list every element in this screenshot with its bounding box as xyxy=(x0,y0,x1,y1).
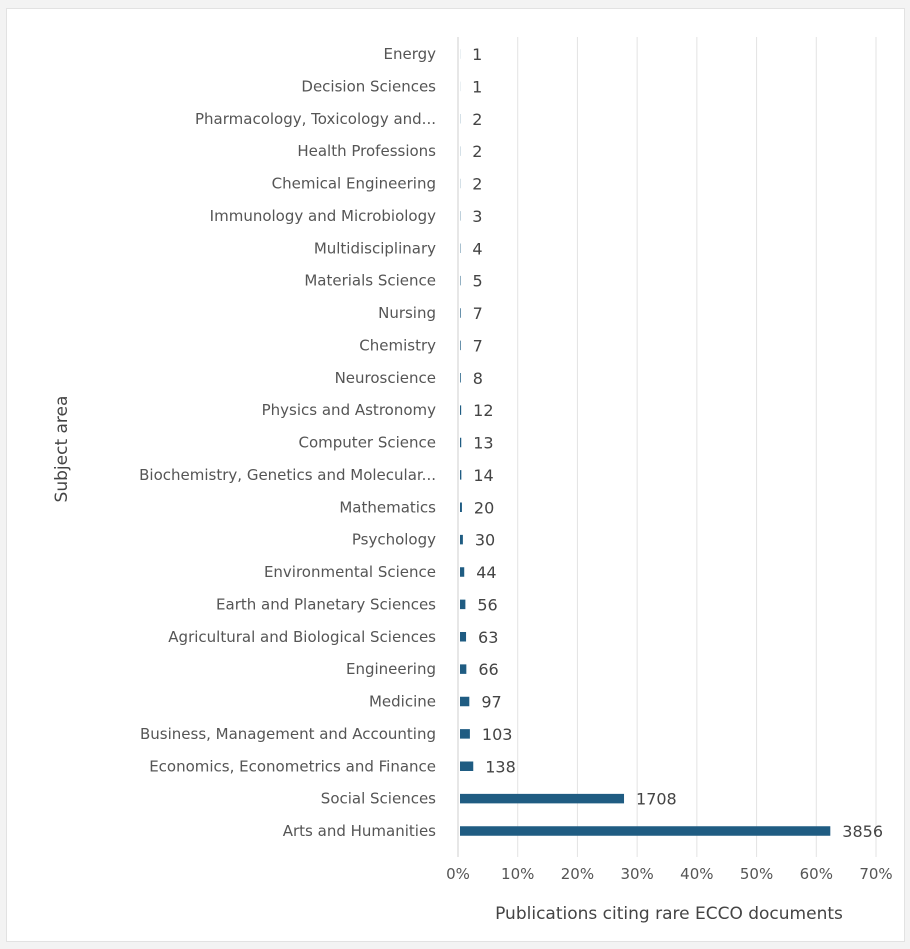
category-label: Arts and Humanities xyxy=(283,822,436,840)
category-label: Neuroscience xyxy=(335,369,436,387)
category-label: Materials Science xyxy=(304,272,436,290)
data-label: 12 xyxy=(473,401,493,420)
data-label: 8 xyxy=(473,369,483,388)
data-label: 7 xyxy=(473,304,483,323)
bar xyxy=(460,761,474,771)
category-label: Business, Management and Accounting xyxy=(140,725,436,743)
bar-chart: Energy Decision Sciences Pharmacology, Tox… xyxy=(52,37,893,924)
category-label: Physics and Astronomy xyxy=(262,401,436,419)
data-label: 103 xyxy=(482,725,513,744)
data-label: 14 xyxy=(473,466,493,485)
x-tick-labels: 0% 10% 20% 30% 40% 50% 60% 70% xyxy=(446,865,893,883)
data-label: 138 xyxy=(485,757,516,776)
category-label: Decision Sciences xyxy=(301,77,436,95)
category-label: Mathematics xyxy=(339,498,436,516)
bar xyxy=(460,599,466,610)
data-label: 2 xyxy=(472,110,482,129)
category-label: Multidisciplinary xyxy=(314,239,436,257)
category-label: Medicine xyxy=(369,693,436,711)
bar xyxy=(460,308,461,318)
data-label: 1 xyxy=(472,77,482,96)
x-axis-title: Publications citing rare ECCO documents xyxy=(495,904,843,924)
data-label: 20 xyxy=(474,498,494,517)
category-label: Nursing xyxy=(378,304,436,322)
data-label: 97 xyxy=(481,693,501,712)
bar xyxy=(460,696,470,707)
chart-frame: Energy Decision Sciences Pharmacology, Tox… xyxy=(6,8,905,942)
bar xyxy=(460,793,625,804)
data-label: 4 xyxy=(472,239,482,258)
data-label: 56 xyxy=(477,595,497,614)
bar xyxy=(460,405,462,415)
y-axis-title: Subject area xyxy=(52,396,72,503)
category-label: Immunology and Microbiology xyxy=(210,207,436,225)
bar xyxy=(460,632,467,642)
data-label: 63 xyxy=(478,628,498,647)
bar xyxy=(460,729,470,739)
category-label: Economics, Econometrics and Finance xyxy=(149,757,436,775)
x-tick-label: 10% xyxy=(501,865,534,883)
data-label: 66 xyxy=(478,660,498,679)
data-label: 2 xyxy=(472,175,482,194)
data-label: 1 xyxy=(472,45,482,64)
category-label: Pharmacology, Toxicology and... xyxy=(195,110,436,128)
x-tick-label: 50% xyxy=(740,865,773,883)
category-label: Chemical Engineering xyxy=(272,175,436,193)
category-label: Earth and Planetary Sciences xyxy=(216,595,436,613)
x-tick-label: 0% xyxy=(446,865,470,883)
category-labels: Energy Decision Sciences Pharmacology, Tox… xyxy=(139,45,436,840)
bar xyxy=(460,502,462,512)
x-tick-label: 40% xyxy=(680,865,713,883)
data-label: 7 xyxy=(473,336,483,355)
data-label: 5 xyxy=(472,272,482,291)
bar xyxy=(460,826,831,836)
category-label: Energy xyxy=(383,45,436,63)
bar xyxy=(460,567,465,577)
category-label: Psychology xyxy=(352,531,436,549)
x-tick-label: 20% xyxy=(561,865,594,883)
category-label: Social Sciences xyxy=(321,790,436,808)
x-tick-label: 30% xyxy=(620,865,653,883)
data-labels: 1122234577812131420304456636697103138170… xyxy=(472,45,883,841)
data-label: 13 xyxy=(473,434,493,453)
data-label: 1708 xyxy=(636,790,677,809)
category-label: Biochemistry, Genetics and Molecular... xyxy=(139,466,436,484)
bar xyxy=(460,470,462,480)
data-label: 2 xyxy=(472,142,482,161)
category-label: Agricultural and Biological Sciences xyxy=(168,628,436,646)
data-label: 44 xyxy=(476,563,496,582)
bar xyxy=(460,534,463,545)
bar xyxy=(460,340,461,351)
data-label: 3 xyxy=(472,207,482,226)
x-tick-label: 70% xyxy=(859,865,892,883)
category-label: Computer Science xyxy=(299,434,436,452)
category-label: Health Professions xyxy=(297,142,436,160)
category-label: Engineering xyxy=(346,660,436,678)
x-tick-label: 60% xyxy=(800,865,833,883)
category-label: Environmental Science xyxy=(264,563,436,581)
bar xyxy=(460,437,462,448)
data-label: 3856 xyxy=(842,822,883,841)
data-label: 30 xyxy=(475,531,495,550)
bars xyxy=(460,49,831,836)
bar xyxy=(460,373,461,383)
gridlines xyxy=(457,37,877,857)
category-label: Chemistry xyxy=(359,336,436,354)
bar xyxy=(460,664,467,674)
